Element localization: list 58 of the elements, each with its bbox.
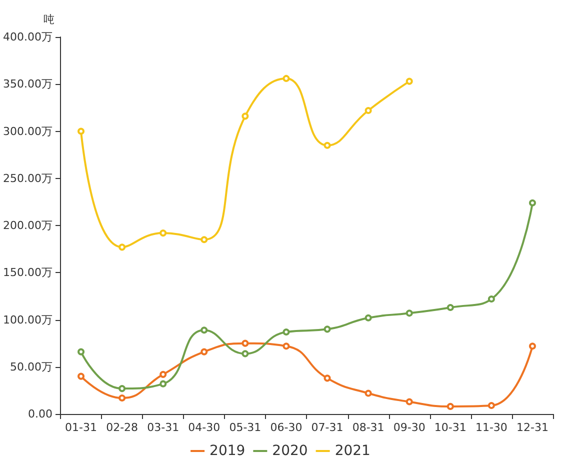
x-tick-label: 02-28 [106, 421, 138, 434]
point [324, 326, 331, 333]
x-tick-label: 08-31 [352, 421, 384, 434]
y-tick-label: 200.00万 [2, 219, 52, 232]
point [406, 78, 413, 85]
y-tick-label: 400.00万 [2, 30, 52, 44]
point [200, 326, 208, 334]
point [446, 402, 454, 410]
point [282, 342, 290, 350]
point [242, 350, 249, 358]
x-tick-label: 03-31 [147, 421, 180, 434]
point [78, 128, 85, 135]
point [488, 296, 495, 303]
x-tick-label: 11-30 [475, 421, 508, 434]
point [282, 74, 290, 82]
point [78, 372, 85, 380]
point [324, 142, 331, 149]
point [118, 394, 126, 402]
point [364, 390, 372, 397]
legend-label: 2019 [210, 443, 246, 459]
x-tick-label: 09-30 [393, 421, 426, 434]
x-tick-label: 10-31 [434, 421, 466, 434]
x-tick-label: 07-31 [311, 421, 344, 434]
point [200, 236, 208, 244]
point [242, 340, 249, 347]
point [528, 342, 536, 350]
point [446, 304, 454, 311]
x-tick-label: 01-31 [65, 421, 97, 434]
y-tick-label: 0.00 [28, 408, 52, 420]
legend-label: 2021 [334, 443, 370, 459]
x-tick-label: 06-30 [270, 421, 302, 434]
point [364, 107, 372, 114]
x-tick-label: 05-31 [229, 421, 262, 434]
point [324, 374, 331, 382]
point [160, 230, 167, 237]
legend-label: 2020 [272, 443, 308, 459]
point [160, 380, 167, 388]
point [488, 402, 495, 410]
y-tick-label: 300.00万 [2, 124, 52, 138]
y-tick-label: 100.00万 [2, 313, 52, 326]
y-tick-label: 150.00万 [2, 266, 52, 280]
point [160, 370, 167, 378]
point [364, 314, 372, 322]
point [118, 385, 126, 392]
x-tick-label: 04-30 [188, 421, 220, 434]
y-tick-label: 350.00万 [2, 78, 52, 91]
point [242, 112, 249, 120]
point [78, 348, 85, 356]
y-axis-title: 吨 [43, 13, 54, 26]
x-tick-label: 12-31 [516, 421, 548, 434]
point [406, 310, 413, 317]
point [200, 348, 208, 356]
y-tick-label: 250.00万 [2, 172, 52, 185]
point [406, 398, 413, 406]
y-tick-label: 50.00万 [10, 360, 52, 374]
point [528, 199, 536, 206]
point [282, 328, 290, 336]
point [118, 244, 126, 251]
